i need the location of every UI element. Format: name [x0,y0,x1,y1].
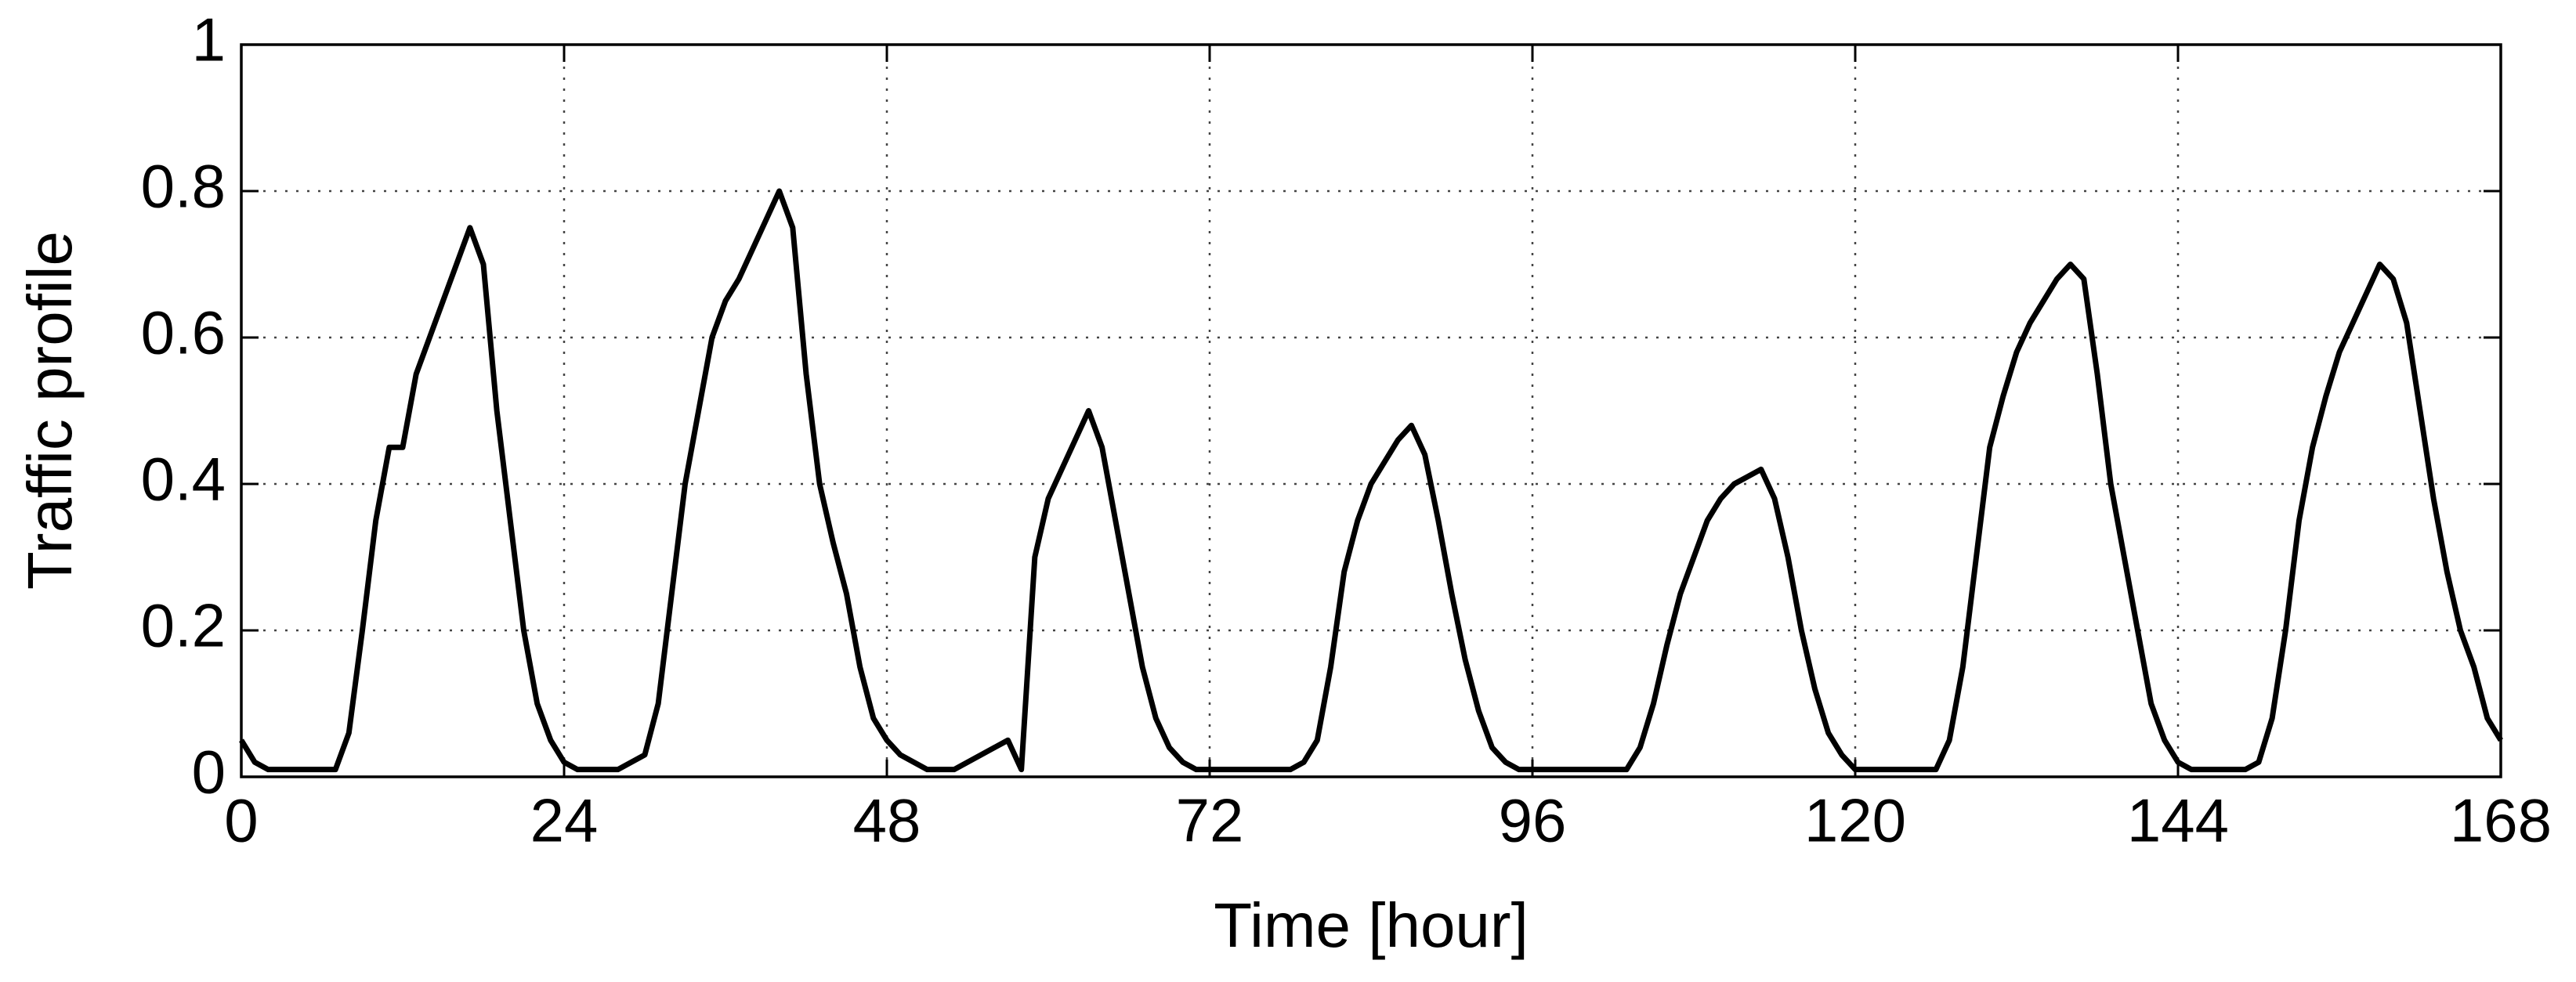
y-tick-label: 0.8 [141,152,226,221]
y-tick-label: 0.6 [141,298,226,367]
x-tick-label: 96 [1499,786,1567,855]
plot-area [241,45,2501,777]
data-line [239,188,2503,773]
y-axis-title: Traffic profile [15,231,85,590]
x-tick-label: 72 [1176,786,1244,855]
x-tick-label: 24 [530,786,599,855]
x-tick-label: 0 [224,786,258,855]
plot-frame [240,43,2502,778]
y-tick-label: 1 [192,5,226,74]
x-tick-label: 120 [1804,786,1906,855]
y-tick-label: 0 [192,738,226,807]
y-tick-label: 0.2 [141,591,226,660]
x-tick-label: 144 [2127,786,2229,855]
x-tick-label: 168 [2450,786,2552,855]
x-axis-title: Time [hour] [1214,890,1529,960]
x-tick-label: 48 [853,786,921,855]
y-tick-label: 0.4 [141,445,226,514]
